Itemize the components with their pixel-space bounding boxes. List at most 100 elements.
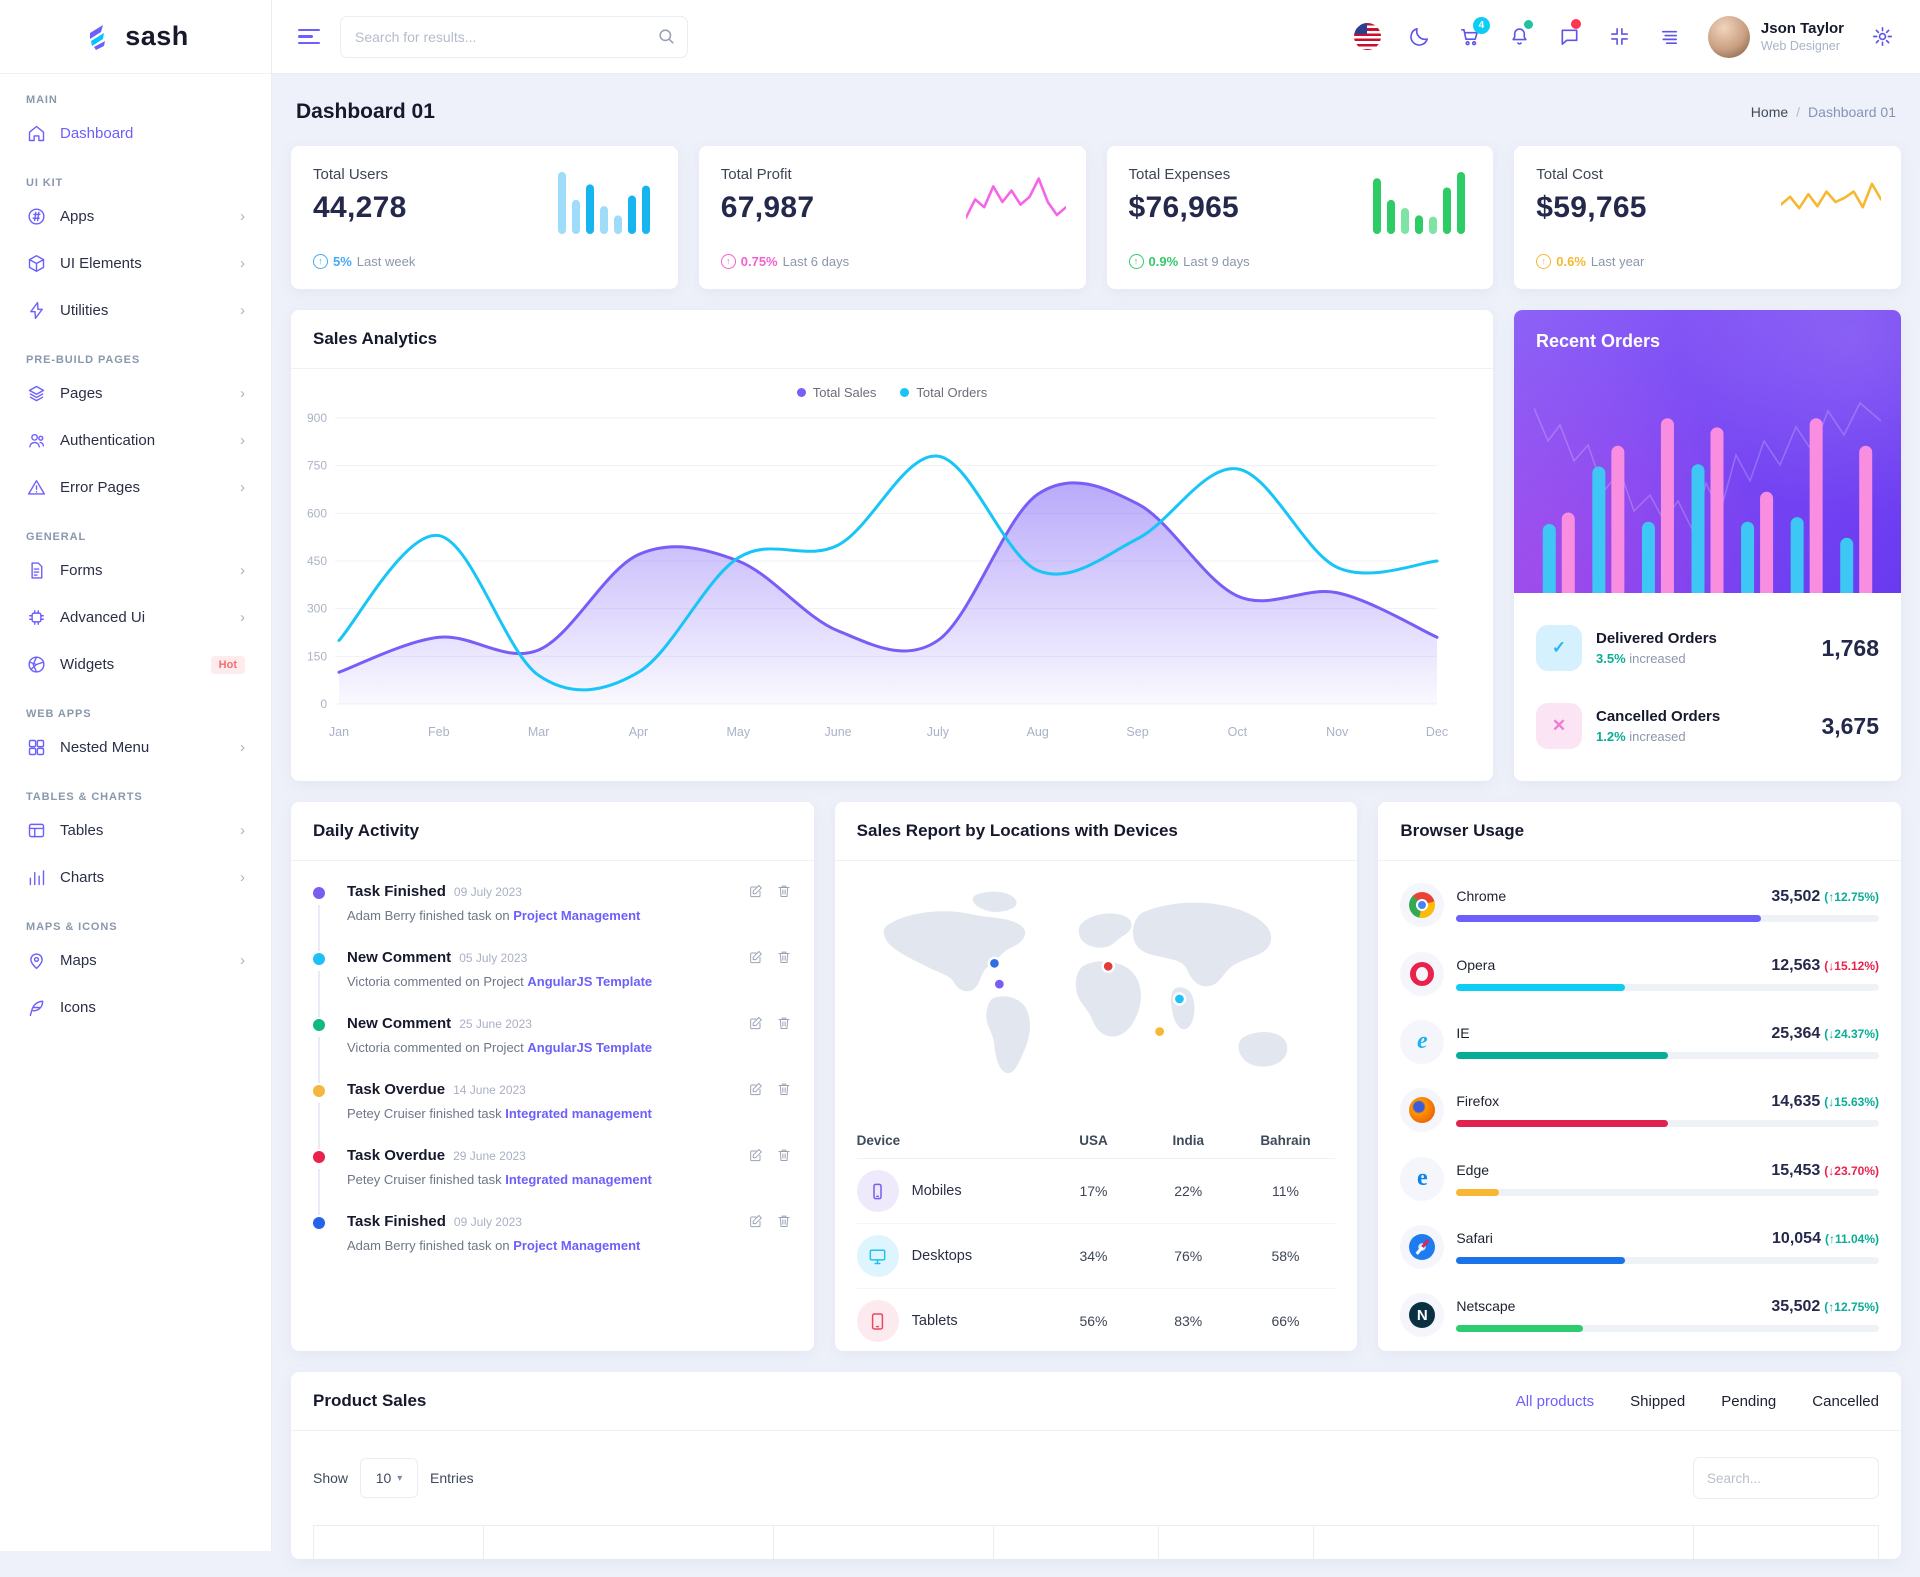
device-value: 17% — [1079, 1183, 1108, 1199]
timeline-line — [318, 905, 320, 951]
tab-cancelled[interactable]: Cancelled — [1812, 1392, 1879, 1410]
sidebar-item-error-pages[interactable]: Error Pages › — [0, 464, 271, 511]
notifications-bell-icon[interactable] — [1508, 20, 1533, 48]
activity-title: Task Overdue — [347, 1081, 446, 1098]
arrow-up-circle-icon: ↑ — [1128, 254, 1144, 269]
page-size-select[interactable]: 10 ▾ — [360, 1458, 419, 1498]
trash-icon[interactable] — [776, 1147, 792, 1163]
user-menu[interactable]: Json Taylor Web Designer — [1707, 15, 1844, 58]
order-stat-value: 1,768 — [1821, 634, 1879, 661]
tab-pending[interactable]: Pending — [1721, 1392, 1777, 1410]
cart-badge: 4 — [1472, 17, 1490, 34]
edit-icon[interactable] — [748, 883, 764, 899]
sidebar-item-apps[interactable]: Apps › — [0, 193, 271, 240]
layers-icon — [26, 383, 47, 404]
sidebar-item-maps[interactable]: Maps › — [0, 937, 271, 984]
language-flag-icon[interactable] — [1353, 23, 1381, 50]
sidebar-item-utilities[interactable]: Utilities › — [0, 287, 271, 334]
brand-logo[interactable]: sash — [0, 0, 271, 74]
edit-icon[interactable] — [748, 1147, 764, 1163]
notification-dot — [1523, 20, 1533, 29]
column-header-bahrain: Bahrain — [1260, 1133, 1311, 1148]
device-value: 76% — [1174, 1248, 1203, 1264]
device-value: 11% — [1271, 1183, 1299, 1199]
legend-item-total-orders[interactable]: Total Orders — [900, 385, 987, 400]
legend-label: Total Sales — [812, 385, 877, 400]
activity-link[interactable]: Integrated management — [505, 1172, 652, 1187]
trash-icon[interactable] — [776, 949, 792, 965]
sidebar-item-ui-elements[interactable]: UI Elements › — [0, 240, 271, 287]
browser-icon-edge: e — [1400, 1156, 1445, 1201]
browser-row-safari: Safari 10,054 (↑11.04%) — [1400, 1213, 1879, 1281]
search-icon[interactable] — [657, 27, 676, 46]
settings-gear-icon[interactable] — [1871, 25, 1894, 48]
cart-icon[interactable]: 4 — [1458, 17, 1490, 48]
product-table-header — [313, 1525, 1879, 1559]
trash-icon[interactable] — [776, 1015, 792, 1031]
sidebar-item-authentication[interactable]: Authentication › — [0, 417, 271, 464]
sidebar-item-pages[interactable]: Pages › — [0, 370, 271, 417]
device-value: 58% — [1271, 1248, 1300, 1264]
activity-link[interactable]: Project Management — [513, 1238, 641, 1253]
edit-icon[interactable] — [748, 949, 764, 965]
sidebar-item-label: UI Elements — [60, 255, 142, 272]
recent-orders-banner: Recent Orders — [1514, 310, 1901, 593]
sidebar-item-label: Forms — [60, 562, 103, 579]
table-search-input[interactable] — [1693, 1457, 1879, 1499]
edit-icon[interactable] — [748, 1015, 764, 1031]
sidebar-item-icons[interactable]: Icons — [0, 984, 271, 1031]
activity-text: Victoria commented on Project AngularJS … — [347, 1040, 653, 1055]
sidebar-item-nested-menu[interactable]: Nested Menu › — [0, 724, 271, 771]
sidebar-item-tables[interactable]: Tables › — [0, 807, 271, 854]
fullscreen-compress-icon[interactable] — [1608, 25, 1631, 48]
browser-icon-opera — [1400, 951, 1445, 996]
trash-icon[interactable] — [776, 1081, 792, 1097]
browser-name: IE — [1456, 1024, 1470, 1041]
sidebar-item-forms[interactable]: Forms › — [0, 547, 271, 594]
messages-chat-icon[interactable] — [1558, 19, 1581, 48]
legend-item-total-sales[interactable]: Total Sales — [796, 385, 877, 400]
stat-value: 67,987 — [720, 191, 815, 224]
sidebar-item-label: Nested Menu — [60, 739, 150, 756]
svg-text:Sep: Sep — [1126, 725, 1148, 739]
timeline-line — [318, 1037, 320, 1083]
browser-value: 35,502 — [1771, 888, 1821, 906]
order-stat-label: Cancelled Orders — [1596, 708, 1721, 725]
search-input[interactable] — [340, 15, 688, 58]
sidebar-item-dashboard[interactable]: Dashboard — [0, 110, 271, 157]
browser-icon-netscape: N — [1400, 1293, 1445, 1338]
breadcrumb-home[interactable]: Home — [1750, 104, 1789, 120]
order-stat-row-cancelled-orders: ✕ Cancelled Orders 1.2% increased 3,675 — [1536, 687, 1879, 765]
svg-text:Oct: Oct — [1228, 725, 1248, 739]
activity-link[interactable]: AngularJS Template — [527, 974, 653, 989]
stat-card-total-cost: Total Cost $59,765 ↑ 0.6% Last year — [1514, 146, 1901, 289]
sidebar-item-advanced-ui[interactable]: Advanced Ui › — [0, 594, 271, 641]
dark-mode-moon-icon[interactable] — [1408, 25, 1431, 48]
sidebar-item-label: Icons — [60, 999, 96, 1016]
sidebar-item-label: Apps — [60, 208, 95, 225]
edit-icon[interactable] — [748, 1081, 764, 1097]
tab-all-products[interactable]: All products — [1515, 1392, 1595, 1410]
right-panel-list-icon[interactable] — [1658, 25, 1681, 48]
recent-orders-card: Recent Orders ✓ Delivered Orders 3.5% incr… — [1514, 310, 1901, 781]
trash-icon[interactable] — [776, 1213, 792, 1229]
edit-icon[interactable] — [748, 1213, 764, 1229]
activity-link[interactable]: Integrated management — [505, 1106, 652, 1121]
cross-icon: ✕ — [1536, 703, 1582, 749]
browser-bar-fill — [1456, 1051, 1668, 1059]
activity-link[interactable]: Project Management — [513, 908, 641, 923]
trash-icon[interactable] — [776, 883, 792, 899]
global-search — [340, 15, 688, 58]
activity-item: New Comment 25 June 2023 Victoria commente… — [313, 1015, 792, 1083]
sidebar-item-widgets[interactable]: Widgets Hot — [0, 641, 271, 688]
svg-text:Mar: Mar — [528, 725, 550, 739]
page-size-value: 10 — [375, 1470, 392, 1486]
activity-link[interactable]: AngularJS Template — [527, 1040, 653, 1055]
browser-usage-title: Browser Usage — [1378, 802, 1901, 861]
sidebar-item-label: Authentication — [60, 432, 156, 449]
tab-shipped[interactable]: Shipped — [1630, 1392, 1686, 1410]
mobile-icon — [856, 1170, 899, 1212]
sidebar-toggle-icon[interactable] — [298, 24, 320, 49]
sidebar-item-charts[interactable]: Charts › — [0, 854, 271, 901]
